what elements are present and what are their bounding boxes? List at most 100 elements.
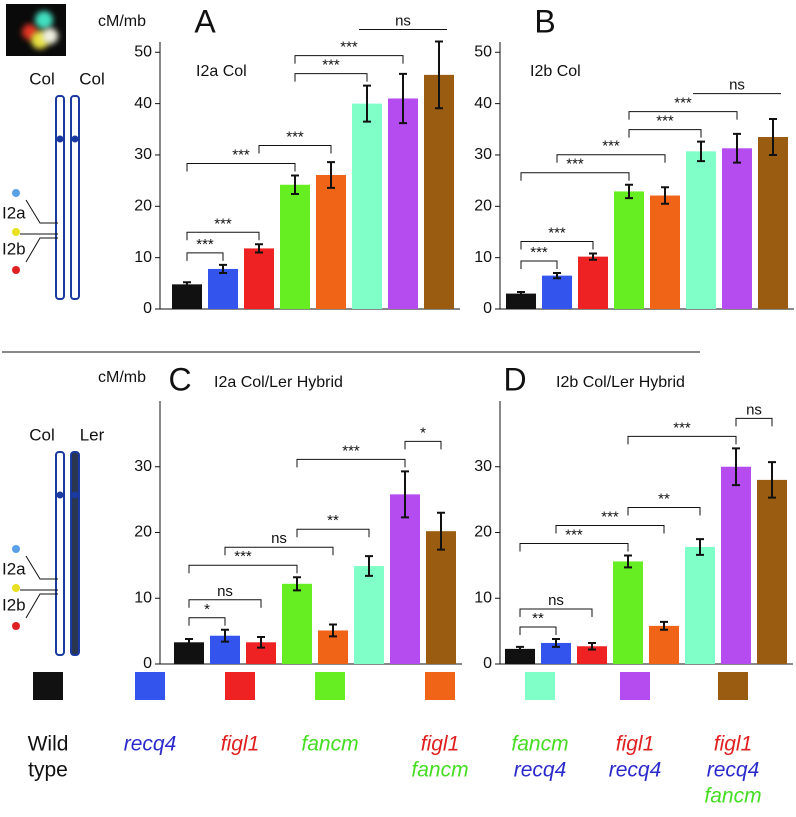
error-bar: [660, 620, 668, 631]
error-bar: [401, 470, 409, 519]
legend-label: fancm: [301, 733, 358, 756]
panel-letter: B: [534, 3, 555, 39]
significance-bracket: [188, 599, 262, 608]
y-tick-label: 20: [474, 524, 492, 541]
chromosome: [55, 451, 65, 656]
significance-bracket: [294, 55, 404, 64]
legend-swatch: [425, 672, 455, 700]
chromosome-label: Col: [29, 69, 55, 88]
bar: [721, 466, 751, 664]
bar: [506, 293, 536, 309]
y-tick-label: 20: [134, 198, 152, 215]
bar: [244, 248, 274, 309]
interval-line: [20, 555, 58, 619]
bar: [505, 648, 535, 664]
error-bar: [329, 623, 337, 638]
y-tick-label: 0: [483, 655, 492, 672]
error-bar: [437, 511, 445, 551]
bar: [174, 642, 204, 664]
error-bar: [588, 641, 596, 651]
legend-swatch: [315, 672, 345, 700]
chromosome-label: Col: [79, 69, 105, 88]
bar: [577, 646, 607, 664]
significance-bracket: [224, 546, 334, 556]
error-bar: [365, 555, 373, 577]
significance-bracket: [627, 507, 701, 516]
significance-bracket: [296, 528, 370, 538]
y-tick-label: 40: [474, 95, 492, 112]
significance-label: ***: [601, 508, 619, 525]
y-tick-label: 50: [134, 43, 152, 60]
bar: [208, 268, 238, 309]
significance-bracket: [520, 241, 594, 250]
bar: [650, 195, 680, 309]
bar: [758, 136, 788, 309]
significance-label: ns: [729, 77, 745, 94]
bar: [424, 74, 454, 309]
panel-letter: A: [194, 3, 216, 39]
interval-label: I2b: [2, 595, 26, 614]
legend-swatch: [620, 672, 650, 700]
significance-bracket: [735, 417, 773, 427]
chromosome-diagram: Col Col I2a I2b: [2, 69, 105, 300]
marker-dot: [12, 584, 20, 592]
significance-label: ns: [395, 12, 411, 29]
chromosome: [55, 95, 65, 300]
error-bar: [733, 132, 741, 164]
error-bar: [219, 263, 227, 275]
legend-swatch: [135, 672, 165, 700]
bar: [388, 98, 418, 309]
significance-bracket: [520, 260, 558, 270]
marker-dot: [12, 266, 20, 274]
centromere: [71, 491, 79, 499]
error-bar: [625, 183, 633, 200]
error-bar: [257, 636, 265, 649]
chromosome-label: Col: [29, 425, 55, 444]
error-bar: [697, 140, 705, 163]
error-bar: [769, 118, 777, 156]
marker-dot: [12, 228, 20, 236]
error-bar: [553, 272, 561, 280]
significance-bracket: [188, 617, 226, 626]
significance-label: ***: [196, 236, 214, 253]
centromere: [56, 135, 64, 143]
error-bar: [255, 243, 263, 254]
significance-bracket: [404, 440, 442, 450]
error-bar: [363, 84, 371, 123]
significance-bracket: [556, 154, 666, 163]
panel-subtitle: I2a Col: [196, 63, 247, 80]
legend-label: recq4: [707, 759, 760, 782]
y-tick-label: 30: [474, 458, 492, 475]
significance-label: ***: [566, 156, 584, 173]
y-tick-label: 10: [474, 589, 492, 606]
bar: [316, 174, 346, 309]
centromere: [56, 491, 64, 499]
y-tick-label: 10: [134, 249, 152, 266]
significance-label: ***: [232, 146, 250, 163]
legend-label: figl1: [221, 733, 260, 756]
interval-label: I2a: [2, 559, 26, 578]
y-axis-label: cM/mb: [98, 13, 146, 30]
significance-bracket: [555, 525, 665, 534]
bar: [354, 566, 384, 664]
micrograph: [6, 4, 66, 56]
significance-bracket: [294, 73, 368, 82]
legend-label: figl1: [714, 733, 753, 756]
interval-label: I2b: [2, 239, 26, 258]
significance-label: ***: [656, 113, 674, 130]
y-tick-label: 30: [474, 146, 492, 163]
legend-label: fancm: [704, 785, 761, 808]
bar: [172, 284, 202, 309]
y-tick-label: 0: [143, 655, 152, 672]
panel-subtitle: I2b Col/Ler Hybrid: [556, 374, 685, 391]
significance-bracket: [520, 172, 630, 181]
significance-label: *: [420, 424, 426, 441]
y-tick-label: 30: [134, 146, 152, 163]
significance-label: **: [658, 490, 670, 507]
bar: [390, 494, 420, 664]
y-tick-label: 40: [134, 95, 152, 112]
significance-label: ***: [602, 138, 620, 155]
centromere: [71, 135, 79, 143]
y-tick-label: 50: [474, 43, 492, 60]
y-tick-label: 20: [134, 524, 152, 541]
